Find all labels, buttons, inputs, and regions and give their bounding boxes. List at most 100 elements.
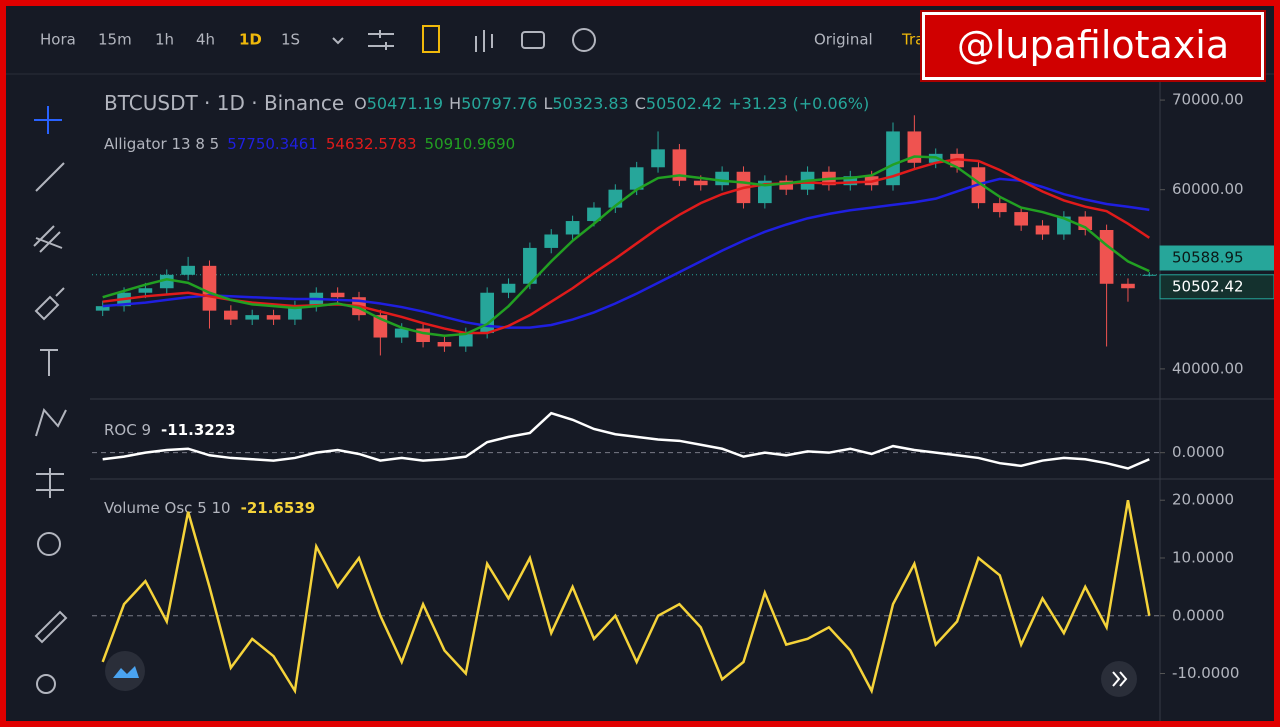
readout: 54632.5783 <box>326 135 417 153</box>
candle-body <box>1014 212 1028 226</box>
candle-body <box>651 149 665 168</box>
y-tick-label: 20.0000 <box>1172 491 1234 509</box>
logo-button[interactable] <box>105 651 145 691</box>
text-tool[interactable] <box>40 349 58 376</box>
candle-body <box>523 247 537 284</box>
templates-icon[interactable] <box>422 25 440 53</box>
candle-body <box>565 221 580 235</box>
candle-body <box>288 306 302 320</box>
candle-body <box>907 131 922 163</box>
readout: 50910.9690 <box>425 135 516 153</box>
candle-body <box>437 342 452 347</box>
scroll-icon <box>1112 671 1128 687</box>
zoom-tool[interactable] <box>36 674 56 694</box>
settings-icon[interactable] <box>368 30 394 50</box>
alligator-line <box>102 157 1151 335</box>
candle-body <box>587 207 601 222</box>
indicator-name: Volume Osc 5 10 <box>104 499 231 517</box>
candle-body <box>693 180 708 186</box>
ohlc-key: O <box>354 94 367 113</box>
screenshot-icon[interactable] <box>521 31 545 49</box>
crosshair-tool[interactable] <box>34 106 62 134</box>
candle-body <box>1121 283 1135 289</box>
toolbar-button[interactable]: Original <box>814 31 873 49</box>
ohlc-value: 50797.76 <box>461 94 537 113</box>
y-tick-label: 60000.00 <box>1172 180 1244 198</box>
ohlc-key: H <box>449 94 461 113</box>
legend: BTCUSDT · 1D · Binance O50471.19 H50797.76… <box>104 91 869 115</box>
price-tag-label: 50502.42 <box>1172 277 1244 295</box>
candle-body <box>159 274 174 289</box>
symbol: BTCUSDT · 1D · Binance <box>104 91 344 115</box>
candle-body <box>1142 274 1157 276</box>
indicators-icon[interactable] <box>475 30 493 52</box>
candle-body <box>394 328 409 338</box>
pane: 0.0000 ROC 9 -11.3223 <box>92 411 1225 470</box>
indicator-label: ROC 9 -11.3223 <box>104 421 236 439</box>
candle-body <box>758 180 772 204</box>
chart-app: Hora 15m 1h 4h 1D 1S Original Tra BTCUSDT · 1D ·… <box>6 25 1274 721</box>
pane: 20.0000 10.0000 0.0000 -10.0000 Volume Osc 5… <box>92 491 1239 695</box>
indicator-name: Alligator 13 8 5 <box>104 135 219 153</box>
price-tag-label: 50588.95 <box>1172 249 1244 267</box>
alligator-line <box>102 155 1150 337</box>
ruler-tool[interactable] <box>34 610 68 644</box>
toolbar-icons <box>332 25 596 53</box>
candle-body <box>458 333 473 347</box>
price-tag <box>1159 274 1274 300</box>
candle-body <box>1099 230 1114 284</box>
candle-body <box>138 288 153 293</box>
pane: 40000.00 60000.00 70000.00 Alligator 13 8 5… <box>92 91 1274 377</box>
interval-button[interactable]: 1D <box>239 31 262 49</box>
measure-tool[interactable] <box>36 468 64 498</box>
indicator-label: Volume Osc 5 10 -21.6539 <box>104 499 315 517</box>
candle-body <box>95 306 110 311</box>
candle-body <box>672 149 687 181</box>
add-icon[interactable] <box>572 28 596 52</box>
fib-tool[interactable] <box>33 225 63 253</box>
logo <box>113 666 139 678</box>
candle-body <box>1035 225 1050 235</box>
pattern-tool[interactable] <box>35 407 67 437</box>
candle-body <box>715 171 729 186</box>
indicator-name: ROC 9 <box>104 421 151 439</box>
interval-button[interactable]: 1h <box>155 31 174 49</box>
alligator-line <box>102 177 1150 329</box>
change: +31.23 (+0.06%) <box>728 94 869 113</box>
interval-button[interactable]: Hora <box>40 31 76 49</box>
interval-button[interactable]: 1S <box>281 31 300 49</box>
indicator-label: Alligator 13 8 5 57750.3461 54632.5783 5091… <box>104 135 515 153</box>
left-toolbar <box>33 106 68 694</box>
candle-body <box>181 265 195 275</box>
readout: 57750.3461 <box>227 135 318 153</box>
candle-body <box>480 292 494 334</box>
dropdown-icon[interactable] <box>332 37 344 45</box>
candle-body <box>992 203 1007 213</box>
candle-body <box>779 180 794 190</box>
candle-body <box>245 315 260 320</box>
y-tick-label: 0.0000 <box>1172 606 1225 624</box>
readout: -21.6539 <box>241 499 316 517</box>
interval-button[interactable]: 15m <box>98 31 132 49</box>
watermark: @lupafilotaxia <box>920 10 1266 82</box>
candle-body <box>330 292 345 298</box>
brush-tool[interactable] <box>34 287 65 321</box>
ohlc-key: C <box>635 94 646 113</box>
emoji-tool[interactable] <box>37 532 61 556</box>
y-tick-label: 10.0000 <box>1172 548 1234 566</box>
indicator-line <box>102 411 1150 470</box>
ohlc-key: L <box>543 94 552 113</box>
candle-body <box>224 310 238 320</box>
candle-body <box>843 176 858 186</box>
interval-button[interactable]: 4h <box>196 31 215 49</box>
candle-body <box>886 131 900 186</box>
candle-body <box>501 283 516 293</box>
y-tick-label: 70000.00 <box>1172 91 1244 109</box>
indicator-line <box>101 499 1151 695</box>
ohlc-value: 50502.42 <box>646 94 722 113</box>
readout: -11.3223 <box>161 421 236 439</box>
toolbar-button[interactable]: Tra <box>901 31 924 49</box>
line-tool[interactable] <box>35 162 65 192</box>
ohlc-value: 50323.83 <box>552 94 628 113</box>
